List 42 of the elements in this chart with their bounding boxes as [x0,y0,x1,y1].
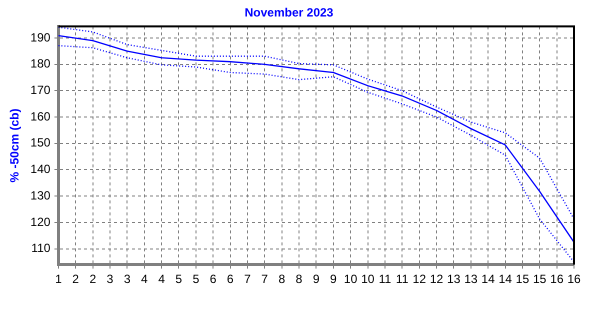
x-tick-label: 3 [124,272,131,286]
x-tick-label: 2 [89,272,96,286]
chart-title: November 2023 [244,6,334,20]
x-tick-label: 11 [378,272,392,286]
x-tick-label: 13 [464,272,478,286]
x-tick-label: 16 [550,272,564,286]
y-tick-label: 160 [30,109,51,124]
x-tick-label: 2 [72,272,80,286]
y-tick-label: 150 [30,136,51,150]
y-tick-label: 130 [30,188,51,202]
x-tick-label: 8 [278,272,286,286]
x-tick-label: 15 [516,272,530,286]
x-tick-label: 15 [532,272,547,286]
x-tick-label: 4 [158,272,166,286]
x-tick-label: 13 [447,272,461,286]
x-tick-label: 9 [330,272,338,286]
y-tick-label: 190 [30,30,51,44]
x-tick-label: 7 [244,272,252,286]
y-tick-label: 140 [30,162,51,176]
x-tick-label: 11 [396,272,409,286]
x-tick-label: 1 [55,272,62,286]
x-tick-label: 16 [567,272,581,286]
x-tick-label: 5 [175,272,182,286]
x-tick-label: 14 [498,272,512,286]
y-tick-label: 120 [30,214,51,229]
y-tick-label: 170 [30,83,51,98]
x-tick-label: 4 [141,272,148,286]
x-tick-label: 12 [430,272,444,286]
y-tick-label: 180 [30,56,51,71]
x-tick-label: 12 [412,272,426,286]
x-tick-label: 9 [312,272,320,286]
x-tick-label: 10 [361,272,375,286]
x-tick-label: 5 [192,272,200,286]
y-tick-label: 110 [31,241,51,256]
x-tick-label: 3 [106,272,114,286]
x-tick-label: 8 [296,272,303,286]
y-axis-title: % -50cm (cb) [8,108,22,183]
x-tick-label: 10 [344,272,358,286]
x-tick-label: 6 [210,272,217,286]
x-tick-label: 6 [226,272,234,286]
x-tick-label: 7 [261,272,268,286]
x-tick-label: 14 [481,272,496,286]
